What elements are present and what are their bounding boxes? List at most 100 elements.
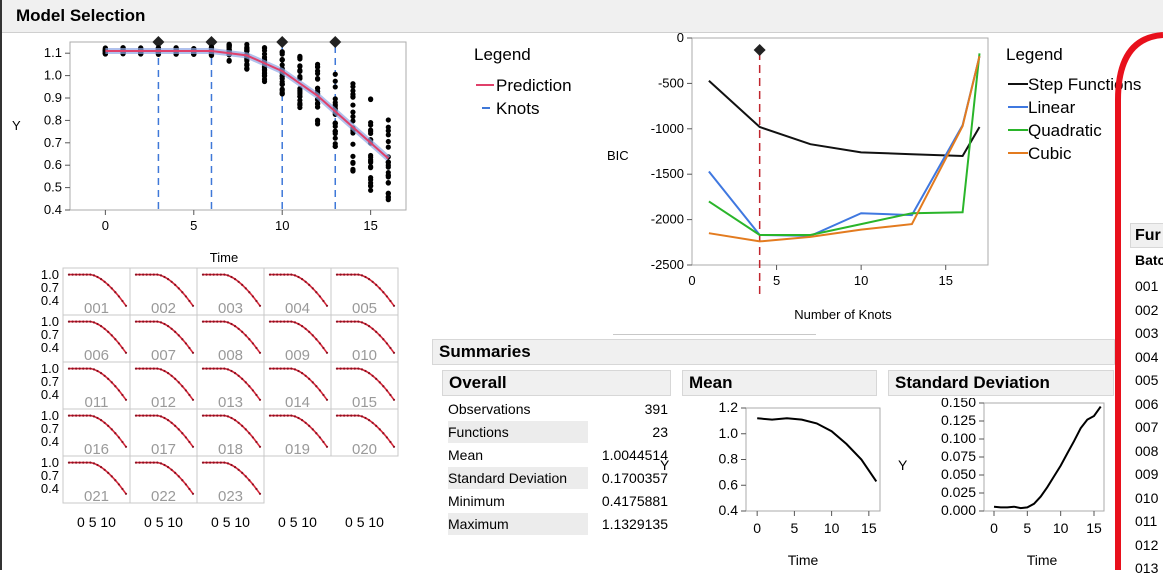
table-row[interactable]: 006 bbox=[1135, 395, 1159, 412]
table-row[interactable]: 008 bbox=[1135, 442, 1159, 459]
legend2-item[interactable]: Step Functions bbox=[1028, 75, 1141, 94]
small-multiple-point bbox=[149, 320, 152, 323]
legend2-item[interactable]: Quadratic bbox=[1028, 121, 1102, 140]
small-multiple-point bbox=[283, 414, 286, 417]
legend-item-prediction[interactable]: Prediction bbox=[496, 76, 572, 95]
table-row[interactable]: 012 bbox=[1135, 536, 1159, 553]
knot-marker[interactable] bbox=[152, 36, 165, 48]
small-multiple-point bbox=[364, 369, 367, 373]
data-point bbox=[368, 163, 374, 170]
y-tick-label: 0.8 bbox=[44, 112, 62, 127]
section-header[interactable] bbox=[0, 0, 1163, 33]
data-point bbox=[385, 159, 391, 165]
prediction-line bbox=[105, 50, 389, 160]
knot-marker[interactable] bbox=[276, 36, 289, 48]
legend-bic: Legend Step Functions Linear Quadratic Cubi… bbox=[1006, 45, 1141, 163]
summaries-header[interactable]: Summaries bbox=[432, 339, 1115, 365]
table-row[interactable]: 013 bbox=[1135, 560, 1159, 576]
small-multiple-point bbox=[371, 374, 374, 377]
mean-line bbox=[757, 417, 878, 482]
overall-header[interactable]: Overall bbox=[442, 370, 671, 396]
bic-x-tick-label: 10 bbox=[854, 273, 868, 288]
legend2-item[interactable]: Linear bbox=[1028, 98, 1076, 117]
table-row[interactable]: 002 bbox=[1135, 301, 1159, 318]
small-multiple-point bbox=[371, 421, 374, 424]
mean-plot[interactable]: Y 1.2 1.0 0.8 0.6 0.4 0 5 10 15 Time bbox=[652, 398, 882, 570]
small-multiple-point bbox=[82, 414, 85, 417]
small-multiple-point bbox=[191, 398, 195, 401]
data-point bbox=[261, 45, 268, 51]
small-multiple-point bbox=[142, 461, 145, 464]
small-multiple-point bbox=[212, 367, 215, 370]
bic-series-line bbox=[708, 53, 981, 236]
table-row[interactable]: 005 bbox=[1135, 372, 1159, 388]
y-tick-label: 1.1 bbox=[44, 45, 62, 60]
small-multiple-point bbox=[149, 273, 152, 276]
table-row[interactable]: 003 bbox=[1135, 325, 1159, 341]
small-multiple-point bbox=[385, 436, 388, 439]
legend-item-knots[interactable]: Knots bbox=[496, 99, 539, 118]
small-multiple-point bbox=[85, 461, 88, 464]
small-multiple-point bbox=[174, 377, 177, 380]
table-row[interactable]: 004 bbox=[1135, 348, 1159, 365]
bic-plot[interactable]: BIC 0 -500 -1000 -1500 -2000 -2500 0 5 10 15 Num… bbox=[600, 30, 1000, 330]
small-multiple-cell[interactable] bbox=[330, 408, 399, 457]
small-multiple-point bbox=[237, 280, 240, 283]
std-plot[interactable]: Y 0.150 0.125 0.100 0.075 0.050 0.025 0.000 0 5 1… bbox=[892, 398, 1110, 570]
knot-marker[interactable] bbox=[205, 36, 218, 48]
small-multiple-point bbox=[276, 367, 279, 370]
small-multiple-point bbox=[360, 321, 364, 324]
y-tick-label: 1.0 bbox=[719, 425, 739, 441]
table-row[interactable]: 001 bbox=[1135, 278, 1159, 294]
x-tick-label: 15 bbox=[1086, 520, 1102, 536]
std-x-label: Time bbox=[1027, 552, 1058, 568]
y-tick-label: 0.4 bbox=[719, 502, 739, 518]
small-multiple-point bbox=[360, 368, 364, 371]
selected-knot-marker[interactable] bbox=[753, 44, 766, 56]
small-multiple-x-ticks: 0 5 10 bbox=[211, 514, 250, 530]
small-multiple-point bbox=[110, 428, 113, 431]
small-multiple-point bbox=[174, 424, 177, 427]
table-column-header[interactable]: Batc bbox=[1135, 252, 1163, 268]
small-multiple-point bbox=[258, 304, 262, 307]
small-multiple-point bbox=[114, 479, 117, 482]
table-row[interactable]: 007 bbox=[1135, 419, 1159, 435]
std-header[interactable]: Standard Deviation bbox=[888, 370, 1114, 396]
small-multiple-x-ticks: 0 5 10 bbox=[144, 514, 183, 530]
table-row[interactable]: 009 bbox=[1135, 466, 1159, 482]
data-point bbox=[314, 64, 321, 70]
table-row[interactable]: 010 bbox=[1135, 489, 1159, 506]
main-scatter-plot[interactable]: Y 1.1 1.0 0.9 0.8 0.7 0.6 0.5 0.4 0 5 10 15 Time bbox=[0, 32, 460, 264]
small-multiple-point bbox=[308, 377, 311, 380]
table-header[interactable]: Fur bbox=[1130, 223, 1163, 248]
small-multiple-point bbox=[258, 398, 262, 401]
table-row[interactable]: 011 bbox=[1135, 513, 1158, 529]
small-multiple-point bbox=[159, 321, 163, 324]
data-point bbox=[332, 102, 338, 108]
small-multiple-point bbox=[272, 367, 275, 370]
small-multiple-point bbox=[216, 320, 219, 323]
small-multiple-point bbox=[89, 273, 92, 276]
small-multiple-cell[interactable] bbox=[263, 361, 332, 410]
small-multiple-point bbox=[350, 414, 353, 417]
small-multiple-point bbox=[272, 414, 275, 417]
mean-header[interactable]: Mean bbox=[682, 370, 877, 396]
small-multiple-point bbox=[318, 389, 321, 392]
small-multiple-point bbox=[71, 320, 74, 323]
small-multiple-point bbox=[219, 367, 222, 370]
y-tick-label: 0.050 bbox=[941, 466, 976, 482]
small-multiple-point bbox=[353, 367, 356, 370]
small-multiple-point bbox=[293, 321, 297, 324]
left-border bbox=[0, 0, 2, 570]
small-multiple-label: 018 bbox=[218, 441, 243, 458]
small-multiple-point bbox=[156, 367, 159, 370]
small-multiple-point bbox=[293, 274, 297, 277]
small-multiple-label: 016 bbox=[84, 441, 109, 458]
small-multiples-grid[interactable]: 1.00.70.41.00.70.41.00.70.41.00.70.41.00… bbox=[0, 266, 410, 532]
small-multiple-point bbox=[110, 381, 113, 384]
knot-marker[interactable] bbox=[329, 36, 342, 48]
y-tick-label: 0.075 bbox=[941, 448, 976, 464]
data-point bbox=[226, 41, 232, 47]
legend2-item[interactable]: Cubic bbox=[1028, 144, 1072, 163]
small-multiple-y-tick: 0.4 bbox=[41, 481, 59, 496]
